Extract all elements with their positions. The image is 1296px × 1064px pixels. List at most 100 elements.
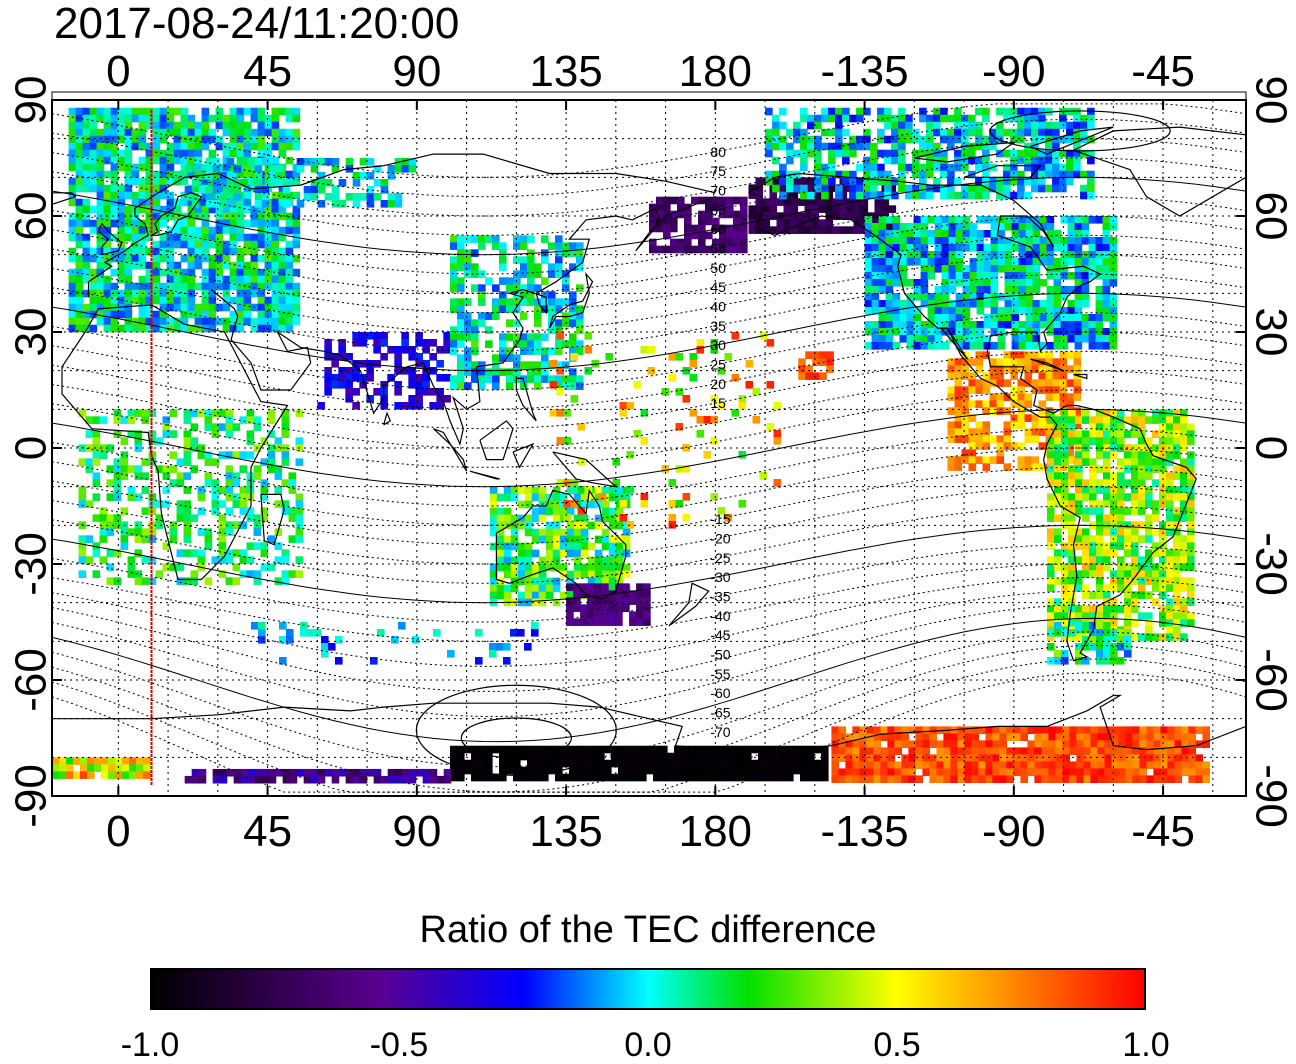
magnetic-latitude-label: -30: [710, 569, 730, 585]
magnetic-latitude-contour: [52, 215, 1246, 294]
magnetic-latitude-contour: [52, 672, 1246, 793]
magnetic-latitude-label: -25: [710, 550, 730, 566]
magnetic-latitude-contour: [52, 486, 1246, 565]
coastline: [668, 582, 710, 627]
magnetic-latitude-label: -65: [710, 705, 730, 721]
magnetic-latitude-contour: [52, 103, 1246, 178]
colorbar-tick-label: 0.0: [624, 1026, 672, 1064]
magnetic-latitude-contour: [52, 157, 1246, 236]
magnetic-latitude-label: 70: [710, 183, 726, 199]
magnetic-latitude-label: -40: [710, 608, 730, 624]
coastline: [939, 327, 968, 360]
magnetic-latitude-label: 55: [710, 241, 726, 257]
colorbar-tick-label: 1.0: [1122, 1026, 1170, 1064]
coastline: [151, 192, 203, 236]
left-axis-label: -30: [7, 532, 56, 596]
bottom-axis-label: -45: [1131, 807, 1195, 856]
colorbar-title: Ratio of the TEC difference: [419, 909, 877, 951]
coastline: [97, 222, 123, 256]
magnetic-latitude-contour: [52, 577, 1246, 667]
magnetic-latitude-contour: [52, 604, 1246, 717]
magnetic-latitude-label: 30: [710, 337, 726, 353]
coastlines: [52, 126, 1246, 751]
magnetic-latitude-contour: [52, 273, 1246, 352]
bottom-axis-label: 180: [679, 807, 752, 856]
left-axis-label: 90: [7, 76, 56, 125]
magnetic-latitude-contour: [52, 408, 1246, 488]
magnetic-latitude-contour: [52, 312, 1246, 391]
top-axis-label: 180: [679, 47, 752, 96]
magnetic-latitude-label: 40: [710, 299, 726, 315]
magnetic-latitude-contour: [52, 196, 1246, 275]
magnetic-latitude-label: 20: [710, 376, 726, 392]
magnetic-latitude-contour: [52, 428, 1246, 507]
magnetic-latitude-label: 25: [710, 357, 726, 373]
bottom-axis-label: -90: [982, 807, 1046, 856]
left-axis-label: -60: [7, 648, 56, 712]
magnetic-latitude-label: -55: [710, 666, 730, 682]
right-axis-label: 0: [1246, 436, 1295, 460]
colorbar-tick-label: -1.0: [120, 1026, 180, 1064]
coastline: [52, 192, 77, 206]
coastline: [383, 411, 392, 426]
top-axis-label: 0: [106, 47, 130, 96]
coastline: [432, 428, 468, 472]
coastline: [1030, 358, 1064, 372]
coastline: [552, 451, 618, 488]
right-axis-label: -90: [1246, 764, 1295, 828]
magnetic-pole-oval: [989, 110, 1171, 152]
coastline: [548, 271, 594, 329]
magnetic-latitude-contour: [52, 370, 1246, 449]
magnetic-latitude-contour: [52, 505, 1246, 584]
magnetic-latitude-contour: [52, 331, 1246, 410]
magnetic-latitude-contour: [52, 292, 1246, 372]
magnetic-latitude-contour: [52, 176, 1246, 256]
right-axis-label: 90: [1246, 76, 1295, 125]
coastline: [469, 470, 500, 480]
magnetic-latitude-label: 35: [710, 318, 726, 334]
magnetic-latitude-contour: [52, 350, 1246, 430]
magnetic-pole-oval: [460, 717, 572, 759]
magnetic-latitude-contour: [52, 234, 1246, 314]
magnetic-latitude-label: -60: [710, 685, 730, 701]
magnetic-latitude-label: 60: [710, 221, 726, 237]
magnetic-latitude-label: 45: [710, 279, 726, 295]
magnetic-latitude-contours: 80 75 70 65 60 55 50 45 40 35 30 25 20 15 -15 -20 -25 -30…: [52, 103, 1246, 793]
magnetic-latitude-label: -45: [710, 627, 730, 643]
magnetic-latitude-label: -20: [710, 531, 730, 547]
left-axis-label: -90: [7, 764, 56, 828]
magnetic-latitude-contour: [52, 644, 1246, 793]
left-axis-label: 0: [7, 436, 56, 460]
magnetic-latitude-label: -35: [710, 589, 730, 605]
coastline: [479, 420, 514, 461]
magnetic-latitude-contour: [52, 524, 1246, 604]
magnetic-latitude-contour: [52, 389, 1246, 468]
magnetic-latitude-label: 15: [710, 395, 726, 411]
coastline: [52, 694, 1246, 751]
bottom-axis-label: 0: [106, 807, 130, 856]
coastline: [210, 196, 716, 447]
coastline: [512, 442, 535, 469]
top-axis-label: 45: [243, 47, 292, 96]
coastline: [260, 493, 285, 546]
bottom-axis-label: -135: [821, 807, 909, 856]
right-axis-label: 30: [1246, 308, 1295, 357]
magnetic-latitude-contour: [52, 466, 1246, 546]
magnetic-latitude-label: -70: [710, 724, 730, 740]
bottom-axis-label: 90: [392, 807, 441, 856]
tec-map: 80 75 70 65 60 55 50 45 40 35 30 25 20 15 -15 -20 -25 -30…: [7, 47, 1296, 856]
magnetic-latitude-contour: [52, 631, 1246, 768]
right-axis-label: -60: [1246, 648, 1295, 712]
top-axis-label: 135: [529, 47, 602, 96]
coastline: [495, 488, 627, 600]
coastline: [1073, 373, 1088, 380]
magnetic-latitude-contour: [52, 447, 1246, 526]
magnetic-latitude-contour: [52, 617, 1246, 743]
magnetic-latitude-label: -15: [710, 511, 730, 527]
colorbar: [150, 968, 1146, 1010]
magnetic-latitude-contour: [52, 563, 1246, 642]
magnetic-latitude-label: 80: [710, 144, 726, 160]
lat-lon-grid: [52, 100, 1246, 796]
colorbar-tick-label: -0.5: [369, 1026, 429, 1064]
magnetic-latitude-label: -50: [710, 647, 730, 663]
